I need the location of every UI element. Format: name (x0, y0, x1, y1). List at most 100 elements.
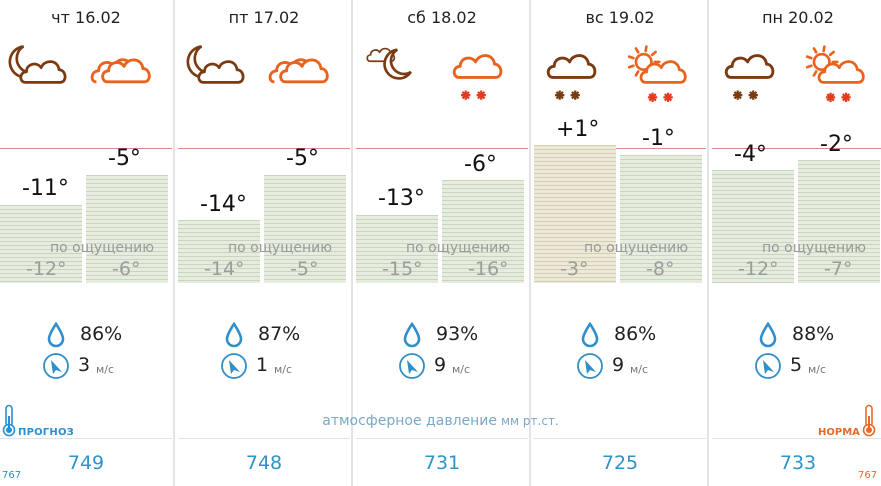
humidity: 86% (580, 321, 680, 348)
day-temp-bar (442, 180, 524, 283)
day-date: пн 20.02 (762, 8, 834, 27)
wind-direction-icon (754, 352, 782, 384)
thermometer-icon (861, 404, 877, 442)
day-column: пн 20.02 -4° -2° по ощущению -12° -7° 88… (712, 0, 881, 486)
night-temp-bar (712, 170, 794, 283)
feels-like-day: -6° (112, 258, 141, 280)
wind: 1 м/с (220, 352, 330, 380)
humidity: 88% (758, 321, 858, 348)
humidity-value: 93% (436, 323, 479, 345)
day-column: сб 18.02 -13° -6° по ощущению -15° -16° … (356, 0, 528, 486)
feels-like-night: -12° (26, 258, 67, 280)
humidity: 87% (224, 321, 324, 348)
wind-speed: 5 (790, 354, 803, 376)
night-temp-bar (0, 205, 82, 283)
day-temperature: -5° (286, 146, 319, 171)
pressure-value: 725 (601, 452, 639, 474)
feels-like-label: по ощущению (406, 240, 511, 256)
wind-speed: 1 (256, 354, 269, 376)
pressure-value: 749 (67, 452, 105, 474)
water-drop-icon (46, 321, 66, 352)
pressure-unit: мм рт.ст. (501, 414, 559, 428)
night-temperature: +1° (556, 117, 600, 142)
day-temperature: -1° (642, 126, 675, 151)
wind: 3 м/с (42, 352, 152, 380)
day-column: чт 16.02 -11° -5° по ощущению -12° -6° 8… (0, 0, 172, 486)
snow-icon (720, 42, 782, 108)
wind-direction-icon (42, 352, 70, 384)
pressure-title-text: атмосферное давление (322, 413, 497, 429)
norm-label: НОРМА (818, 427, 860, 438)
snow-icon (448, 42, 510, 108)
night-temperature: -13° (378, 186, 425, 211)
thermometer-icon (1, 404, 17, 442)
night-temperature: -14° (200, 192, 247, 217)
column-separator (173, 0, 175, 486)
cloudy-night-icon (8, 42, 70, 108)
wind-speed: 3 (78, 354, 91, 376)
water-drop-icon (402, 321, 422, 352)
feels-like-label: по ощущению (50, 240, 155, 256)
day-date: пт 17.02 (228, 8, 300, 27)
feels-like-day: -7° (824, 258, 853, 280)
feels-like-day: -16° (468, 258, 509, 280)
pressure-title: атмосферное давление мм рт.ст. (0, 413, 881, 429)
wind-unit: м/с (274, 363, 293, 376)
water-drop-icon (758, 321, 778, 352)
norm-line (712, 148, 881, 149)
day-temp-bar (264, 175, 346, 283)
feels-like-label: по ощущению (762, 240, 867, 256)
water-drop-icon (580, 321, 600, 352)
humidity-value: 86% (80, 323, 123, 345)
feels-like-day: -8° (646, 258, 675, 280)
humidity-value: 86% (614, 323, 657, 345)
humidity-value: 87% (258, 323, 301, 345)
pressure-divider (0, 438, 172, 439)
pressure-scale-right: 767 (858, 470, 878, 481)
forecast-label: ПРОГНОЗ (18, 427, 74, 438)
night-temp-bar (356, 215, 438, 283)
day-temperature: -2° (820, 132, 853, 157)
day-column: пт 17.02 -14° -5° по ощущению -14° -5° 8… (178, 0, 350, 486)
wind-unit: м/с (96, 363, 115, 376)
pressure-value: 748 (245, 452, 283, 474)
partly-cloudy-night-icon (364, 42, 426, 108)
pressure-scale-left: 767 (2, 470, 22, 481)
day-temp-bar (798, 160, 880, 283)
pressure-value: 731 (423, 452, 461, 474)
wind-unit: м/с (452, 363, 471, 376)
water-drop-icon (224, 321, 244, 352)
feels-like-night: -3° (560, 258, 589, 280)
wind-direction-icon (220, 352, 248, 384)
feels-like-day: -5° (290, 258, 319, 280)
day-date: вс 19.02 (585, 8, 655, 27)
night-temperature: -4° (734, 142, 767, 167)
feels-like-label: по ощущению (228, 240, 333, 256)
norm-line (0, 148, 172, 149)
night-temp-bar (178, 220, 260, 283)
overcast-icon (268, 42, 332, 108)
day-temperature: -5° (108, 146, 141, 171)
wind-direction-icon (398, 352, 426, 384)
pressure-divider (356, 438, 528, 439)
pressure-divider (712, 438, 881, 439)
feels-like-night: -12° (738, 258, 779, 280)
night-temperature: -11° (22, 176, 69, 201)
feels-like-night: -15° (382, 258, 423, 280)
wind-unit: м/с (808, 363, 827, 376)
sun-cloud-snow-icon (626, 42, 688, 108)
snow-icon (542, 42, 604, 108)
wind: 5 м/с (754, 352, 864, 380)
humidity-value: 88% (792, 323, 835, 345)
pressure-divider (178, 438, 350, 439)
feels-like-night: -14° (204, 258, 245, 280)
overcast-icon (90, 42, 154, 108)
day-temperature: -6° (464, 152, 497, 177)
humidity: 93% (402, 321, 502, 348)
day-date: сб 18.02 (407, 8, 477, 27)
norm-line (356, 148, 528, 149)
wind-unit: м/с (630, 363, 649, 376)
feels-like-label: по ощущению (584, 240, 689, 256)
norm-line (534, 148, 706, 149)
